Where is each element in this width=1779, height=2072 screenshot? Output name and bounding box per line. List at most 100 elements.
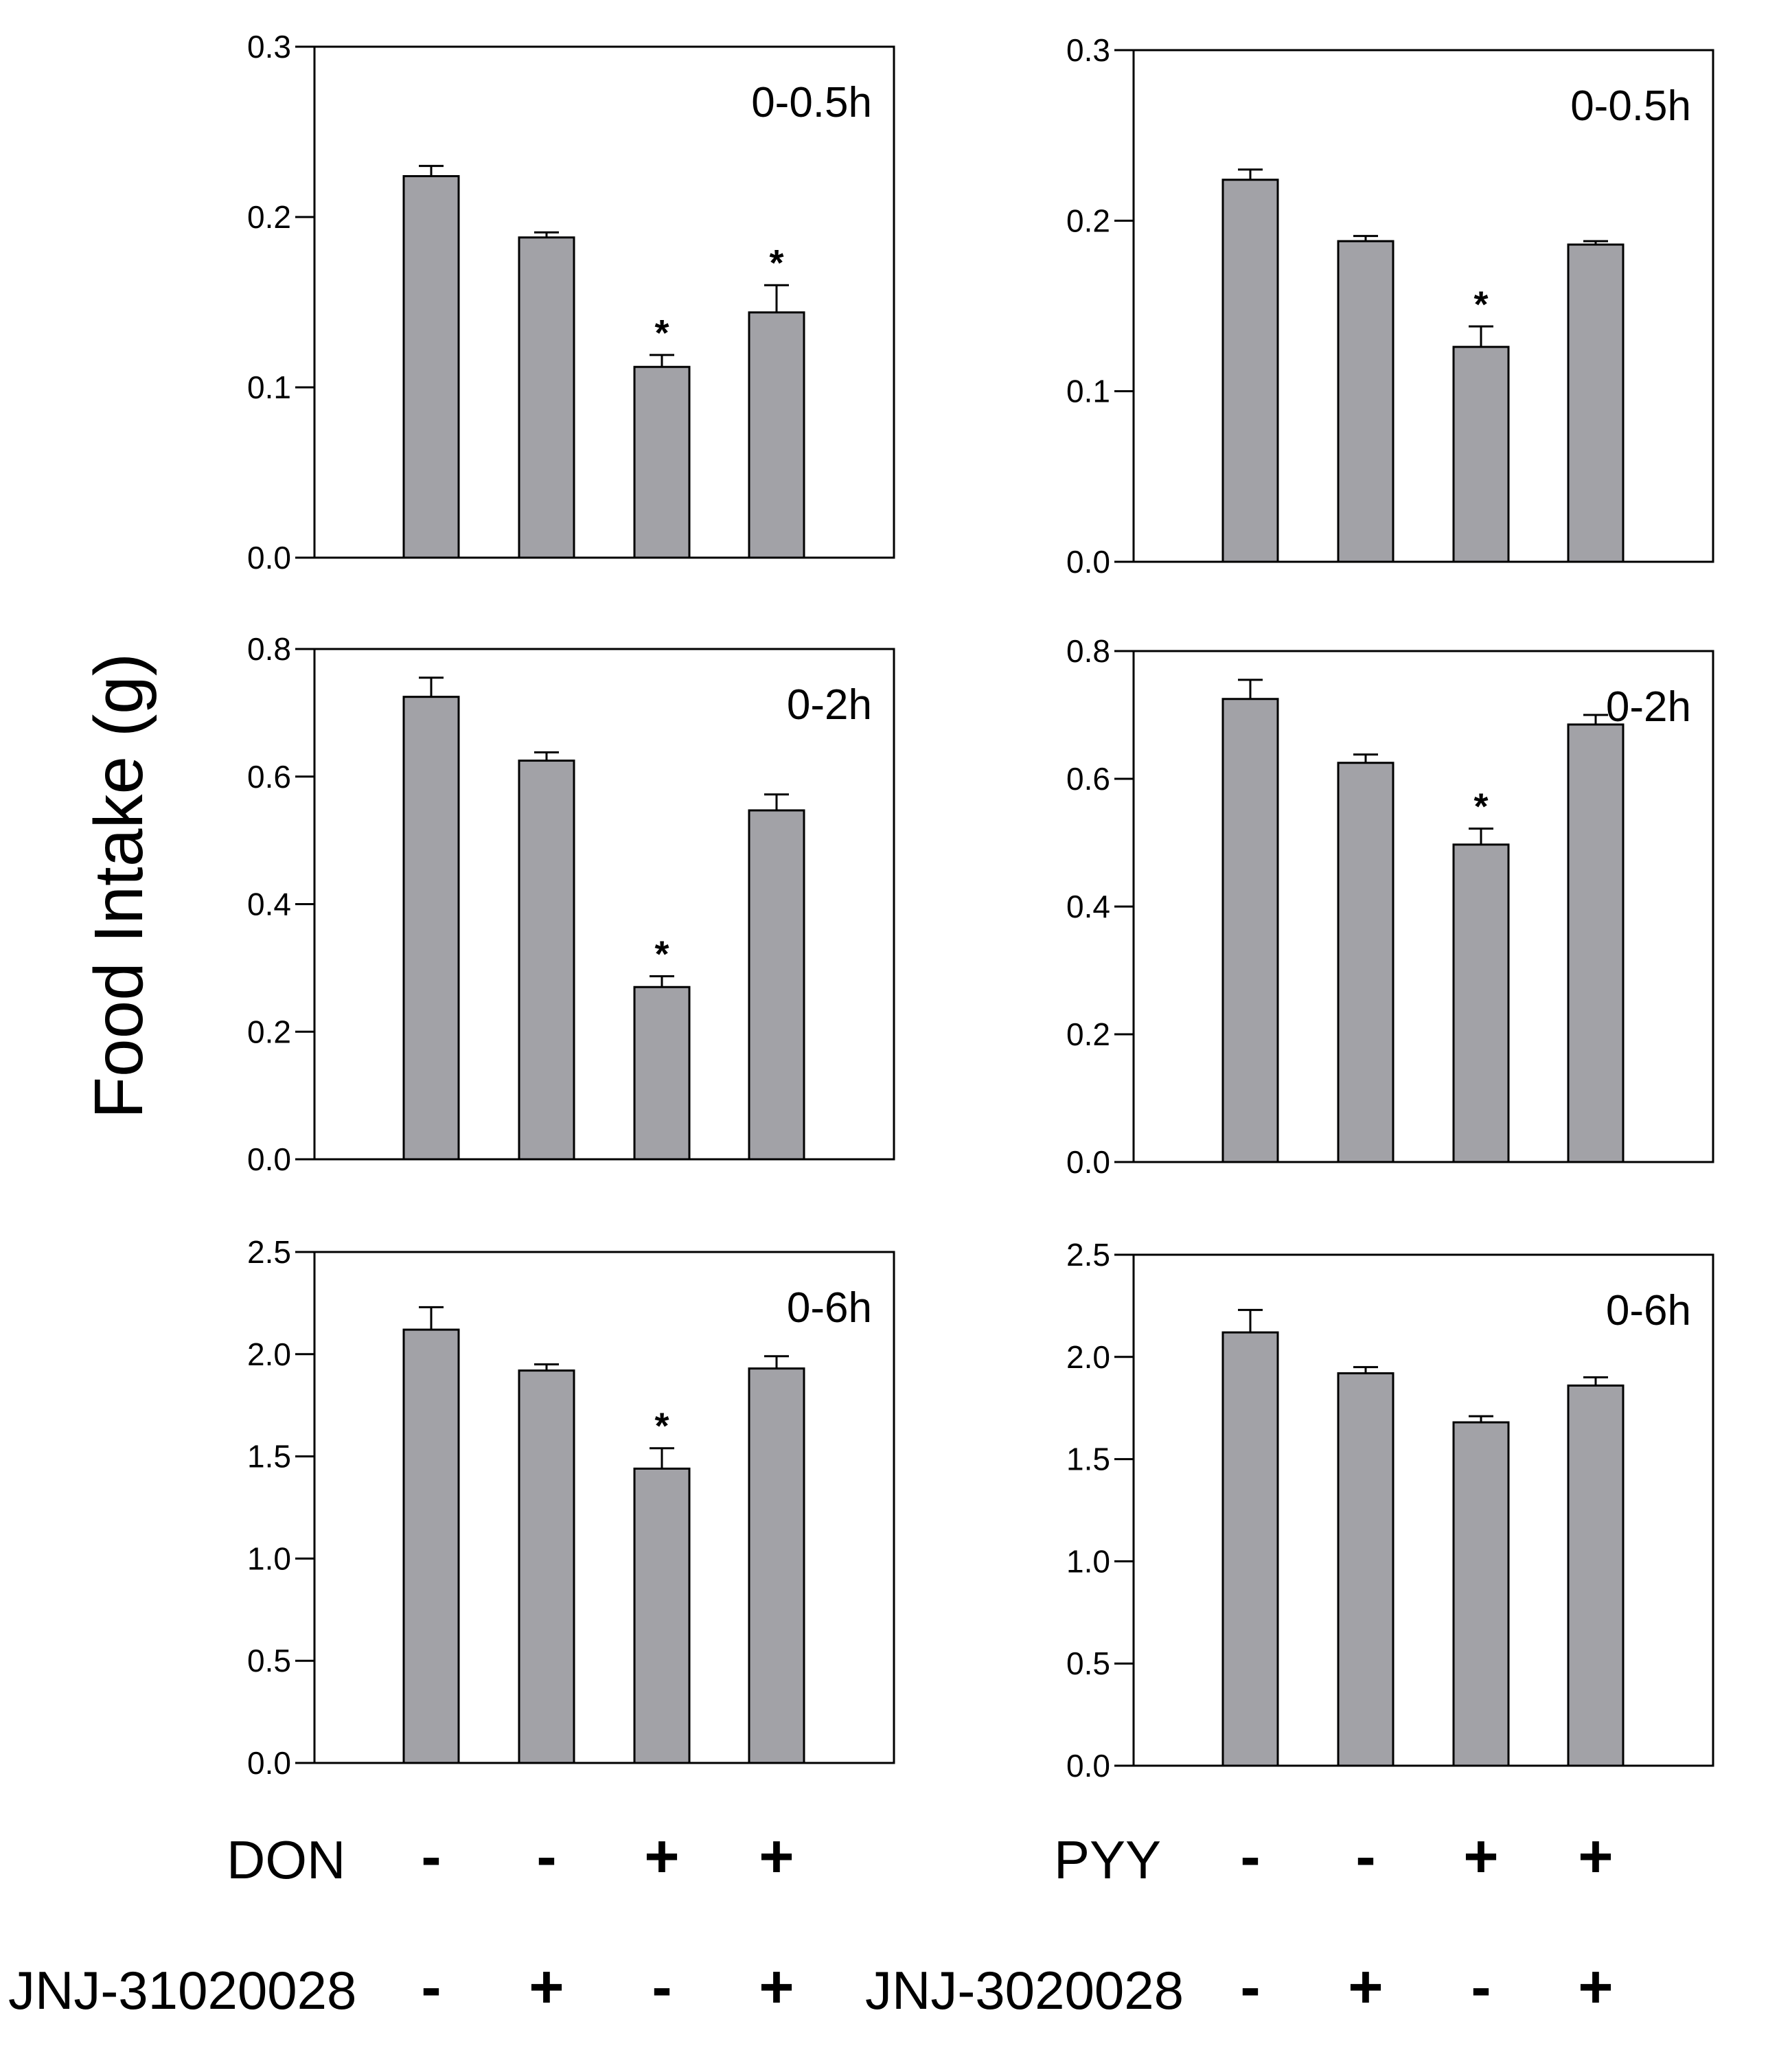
y-tick-label: 0.5 — [1066, 1646, 1110, 1681]
plus-sign: + — [759, 1822, 794, 1890]
y-tick-label: 2.5 — [247, 1234, 291, 1270]
plot-frame — [1132, 1253, 1714, 1767]
bar — [1567, 1384, 1625, 1767]
treatment-label: JNJ-3020028 — [865, 1960, 1184, 2020]
bar — [748, 1367, 805, 1764]
bar — [633, 986, 691, 1161]
chart-panel: 0.0 0.2 0.4 0.6 0.8 0-2h * — [247, 631, 895, 1177]
significance-marker: * — [654, 933, 669, 975]
y-tick-label: 2.5 — [1066, 1237, 1110, 1273]
period-label: 0-6h — [787, 1284, 872, 1332]
bar — [1337, 762, 1394, 1163]
treatment-label: DON — [227, 1830, 345, 1890]
plot-frame — [313, 45, 895, 559]
bar — [1567, 723, 1625, 1163]
significance-marker: * — [654, 312, 669, 354]
treatment-label: JNJ-31020028 — [8, 1960, 356, 2020]
y-tick-label: 0.4 — [1066, 889, 1110, 924]
y-tick-label: 1.5 — [247, 1439, 291, 1475]
y-tick-label: 0.0 — [1066, 1748, 1110, 1784]
plus-sign: + — [529, 1953, 564, 2020]
period-label: 0-0.5h — [751, 79, 872, 126]
y-tick-label: 0.0 — [247, 540, 291, 576]
treatment-label: PYY — [1054, 1830, 1161, 1890]
minus-sign: - — [421, 1953, 441, 2020]
y-tick-label: 0.1 — [247, 369, 291, 405]
y-tick-label: 0.3 — [1066, 32, 1110, 68]
significance-marker: * — [769, 242, 783, 284]
period-label: 0-6h — [1606, 1287, 1691, 1334]
y-tick-label: 0.5 — [247, 1643, 291, 1678]
y-tick-label: 0.8 — [247, 631, 291, 667]
plus-sign: + — [759, 1953, 794, 2020]
y-tick-label: 0.0 — [1066, 544, 1110, 580]
plus-sign: + — [1348, 1953, 1383, 2020]
bar — [402, 1328, 460, 1764]
y-tick-label: 2.0 — [1066, 1339, 1110, 1375]
y-tick-label: 0.2 — [1066, 203, 1110, 238]
minus-sign: - — [1355, 1822, 1375, 1890]
minus-sign: - — [421, 1822, 441, 1890]
bar — [1452, 1421, 1510, 1767]
y-tick-label: 0.1 — [1066, 374, 1110, 409]
y-tick-label: 1.5 — [1066, 1442, 1110, 1477]
plus-sign: + — [1463, 1822, 1498, 1890]
chart-panel: 0.0 0.1 0.2 0.3 0-0.5h * * — [247, 29, 895, 576]
y-tick-label: 0.2 — [247, 1014, 291, 1049]
bar — [1221, 179, 1279, 563]
y-tick-label: 0.6 — [247, 759, 291, 795]
chart-panel: 0.0 0.5 1.0 1.5 2.0 2.5 0-6h — [1066, 1237, 1714, 1784]
bar — [518, 760, 575, 1161]
y-tick-label: 0.4 — [247, 887, 291, 922]
plus-sign: + — [1578, 1822, 1613, 1890]
bar — [1452, 345, 1510, 563]
y-tick-label: 1.0 — [247, 1540, 291, 1576]
y-tick-label: 0.2 — [1066, 1016, 1110, 1052]
panels: 0.00.10.20.30-0.5h**0.00.10.20.30-0.5h*0… — [247, 29, 1714, 1784]
bar — [1337, 1372, 1394, 1767]
plus-sign: + — [644, 1822, 679, 1890]
bar — [518, 236, 575, 559]
significance-marker: * — [1473, 284, 1488, 325]
y-tick-label: 0.8 — [1066, 633, 1110, 669]
bar — [518, 1369, 575, 1764]
period-label: 0-0.5h — [1570, 82, 1691, 130]
chart-panel: 0.0 0.1 0.2 0.3 0-0.5h * — [1066, 32, 1714, 580]
plot-frame — [1132, 49, 1714, 563]
minus-sign: - — [1471, 1953, 1491, 2020]
bar — [748, 809, 805, 1161]
minus-sign: - — [1240, 1822, 1260, 1890]
bar — [633, 1467, 691, 1764]
y-tick-label: 0.2 — [247, 199, 291, 235]
y-tick-label: 0.6 — [1066, 761, 1110, 797]
chart-panel: 0.0 0.5 1.0 1.5 2.0 2.5 0-6h * — [247, 1234, 895, 1781]
y-tick-label: 0.0 — [247, 1745, 291, 1781]
y-tick-label: 2.0 — [247, 1336, 291, 1372]
plot-frame — [313, 1251, 895, 1764]
period-label: 0-2h — [1606, 683, 1691, 731]
bar — [1567, 243, 1625, 563]
bar — [1337, 240, 1394, 563]
bar — [402, 174, 460, 559]
y-tick-label: 0.3 — [247, 29, 291, 65]
y-tick-label: 0.0 — [247, 1141, 291, 1177]
bar — [748, 311, 805, 559]
y-tick-label: 1.0 — [1066, 1543, 1110, 1579]
plus-sign: + — [1578, 1953, 1613, 2020]
y-tick-label: 0.0 — [1066, 1144, 1110, 1180]
minus-sign: - — [1240, 1953, 1260, 2020]
treatment-table: DON - - + + JNJ-31020028 - + - + PYY - - + + JNJ-302002… — [8, 1822, 1614, 2020]
significance-marker: * — [1473, 786, 1488, 828]
bar — [1221, 698, 1279, 1163]
significance-marker: * — [654, 1406, 669, 1447]
chart-panel: 0.0 0.2 0.4 0.6 0.8 0-2h * — [1066, 633, 1714, 1180]
y-axis-label: Food Intake (g) — [80, 653, 157, 1119]
bar — [633, 365, 691, 559]
bar — [1452, 843, 1510, 1163]
minus-sign: - — [536, 1822, 556, 1890]
minus-sign: - — [652, 1953, 672, 2020]
bar — [402, 696, 460, 1161]
period-label: 0-2h — [787, 681, 872, 729]
bar — [1221, 1331, 1279, 1767]
